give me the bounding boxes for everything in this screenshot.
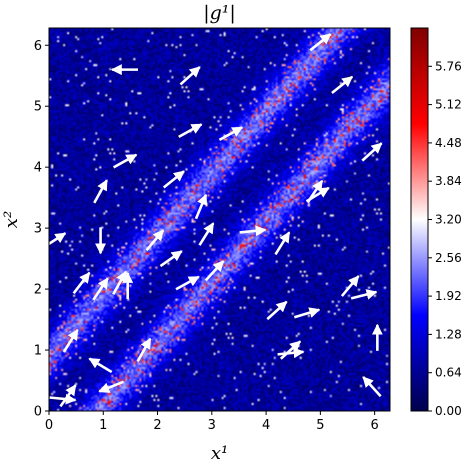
vector-arrow [309,33,332,52]
vector-arrow [274,231,291,256]
vector-arrow [198,222,215,246]
vector-arrow [49,393,77,405]
x-axis-ticks: 0 1 2 3 4 5 6 [45,411,379,433]
vector-arrow [218,126,244,142]
vector-arrow [266,300,288,321]
x-tick-label: 3 [208,418,216,433]
colorbar-tick-label: 1.92 [435,289,462,303]
vector-arrow [162,170,185,189]
y-tick-label: 0 [34,405,42,420]
x-tick-label: 2 [153,418,161,433]
vector-arrow [175,275,200,291]
x-axis-label: x¹ [211,443,228,461]
vector-arrow [93,179,109,204]
colorbar-tick-label: 4.48 [435,136,462,150]
vector-arrow [239,225,267,237]
vector-arrow [350,289,378,300]
x-tick-label: 6 [371,418,379,433]
y-tick-label: 4 [34,161,42,176]
vector-arrow [340,275,360,297]
y-tick-label: 2 [34,283,42,298]
x-tick-label: 1 [99,418,107,433]
chart-title: |g¹| [203,2,236,24]
colorbar-tick-label: 2.56 [435,251,462,265]
colorbar [410,27,429,412]
vector-arrow [279,340,302,360]
vector-arrow [194,193,208,220]
y-axis-label: x² [1,211,22,228]
vector-arrow [62,328,79,353]
colorbar-tick-label: 1.28 [435,327,462,341]
colorbar-tick-label: 0.64 [435,366,462,380]
colorbar-ticks: 0.00 0.64 1.28 1.92 2.56 3.20 3.84 4.48 5.12 5.76 [428,59,462,418]
x-tick-label: 5 [316,418,324,433]
vector-arrow [204,260,225,282]
colorbar-tick-label: 3.20 [435,213,462,227]
vector-arrow [49,232,67,246]
vector-field [49,33,383,408]
plot-frame [48,27,391,412]
plot-area [49,28,390,411]
colorbar-tick-label: 3.84 [435,174,462,188]
colorbar-tick-label: 5.76 [435,59,462,73]
x-tick-label: 4 [262,418,270,433]
y-tick-label: 5 [34,100,42,115]
vector-arrow [92,277,109,301]
x-tick-label: 0 [45,418,53,433]
y-axis-ticks: 0 1 2 3 4 5 6 [34,39,49,420]
y-tick-label: 1 [34,344,42,359]
colorbar-tick-label: 5.12 [435,98,462,112]
y-tick-label: 3 [34,222,42,237]
vector-arrow [361,142,383,162]
vector-arrow [112,153,138,169]
vector-arrow [178,123,203,138]
vector-arrow [88,357,113,374]
vector-arrow [159,250,183,268]
vector-arrow [293,307,321,319]
colorbar-tick-label: 0.00 [435,404,462,418]
vector-arrow [362,376,382,398]
vector-arrow [277,347,305,359]
vector-arrow [136,337,152,363]
vector-arrow [179,66,201,86]
heatmap-image [49,28,390,411]
vector-arrow [331,75,354,95]
vector-arrow [72,271,91,295]
vector-arrow [145,229,165,252]
vector-arrow [305,186,330,203]
vector-arrow [98,380,124,393]
y-tick-label: 6 [34,39,42,54]
